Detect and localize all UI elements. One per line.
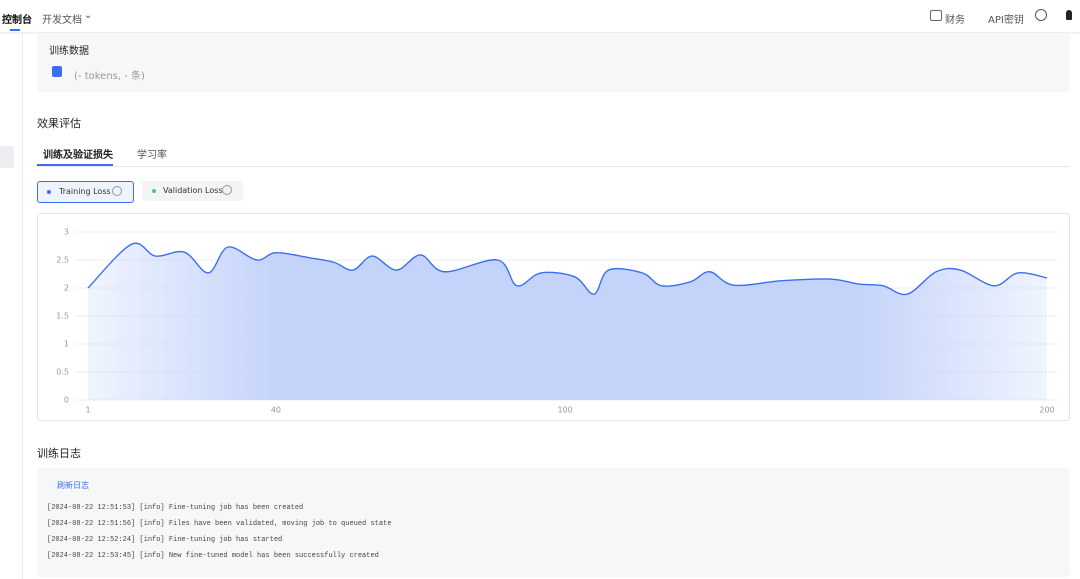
wallet-icon <box>930 10 942 21</box>
dropdown-icon: ⌄ <box>84 10 93 21</box>
x-tick-label: 40 <box>271 406 281 415</box>
x-tick-label: 100 <box>557 406 572 415</box>
loss-chart: 0 0.5 1 1.5 2 2.5 3 1 40 100 200 <box>37 213 1070 421</box>
legend-dot <box>47 190 51 194</box>
nav-finance[interactable]: 财务 <box>945 15 965 26</box>
x-tick-label: 1 <box>85 406 90 415</box>
nav-console[interactable]: 控制台 <box>2 15 32 26</box>
y-tick-label: 0 <box>64 396 69 405</box>
sidebar <box>0 33 23 579</box>
section-title: 训练数据 <box>49 46 89 57</box>
tab[interactable]: 学习率 <box>137 150 167 161</box>
legend-button[interactable]: Training Loss <box>37 181 134 203</box>
legend-button[interactable]: Validation Loss <box>142 181 243 201</box>
tab-active[interactable]: 训练及验证损失 <box>43 150 113 161</box>
nav-docs[interactable]: 开发文档 <box>42 15 82 26</box>
nav-api-key[interactable]: API密钥 <box>988 15 1024 26</box>
log-card: 刷新日志 [2024-08-22 12:51:53] [info] Fine-t… <box>37 468 1070 577</box>
language-icon[interactable] <box>1035 9 1047 21</box>
chart-frame <box>37 213 1070 421</box>
y-tick-label: 2.5 <box>56 256 69 265</box>
refresh-button[interactable]: 刷新日志 <box>57 481 89 490</box>
data-summary: (- tokens, - 条) <box>74 71 145 82</box>
loss-line <box>87 242 1048 296</box>
y-tick-label: 1.5 <box>56 312 69 321</box>
file-icon <box>52 66 62 77</box>
log-line: [2024-08-22 12:53:45] [info] New fine-tu… <box>47 552 379 560</box>
loss-area <box>88 243 1047 400</box>
tab-divider <box>37 166 1070 167</box>
legend-label: Validation Loss <box>163 186 223 195</box>
sidebar-item[interactable] <box>0 146 14 168</box>
info-icon[interactable] <box>222 185 232 195</box>
log-line: [2024-08-22 12:51:56] [info] Files have … <box>47 520 392 528</box>
tab-indicator <box>37 164 113 166</box>
legend-dot <box>152 189 156 193</box>
legend-label: Training Loss <box>59 187 111 196</box>
nav-indicator <box>10 29 20 31</box>
info-icon[interactable] <box>112 186 122 196</box>
section-title: 效果评估 <box>37 117 81 130</box>
top-bar: 控制台 开发文档 ⌄ 财务 API密钥 <box>0 0 1080 33</box>
user-icon[interactable] <box>1066 10 1072 20</box>
y-tick-label: 3 <box>64 228 69 237</box>
y-tick-label: 1 <box>64 340 69 349</box>
log-line: [2024-08-22 12:51:53] [info] Fine-tuning… <box>47 504 304 512</box>
log-line: [2024-08-22 12:52:24] [info] Fine-tuning… <box>47 536 283 544</box>
section-title: 训练日志 <box>37 447 81 460</box>
y-tick-label: 0.5 <box>56 368 69 377</box>
y-tick-label: 2 <box>64 284 69 293</box>
x-tick-label: 200 <box>1039 406 1054 415</box>
training-data-card: 训练数据 (- tokens, - 条) <box>37 33 1070 92</box>
